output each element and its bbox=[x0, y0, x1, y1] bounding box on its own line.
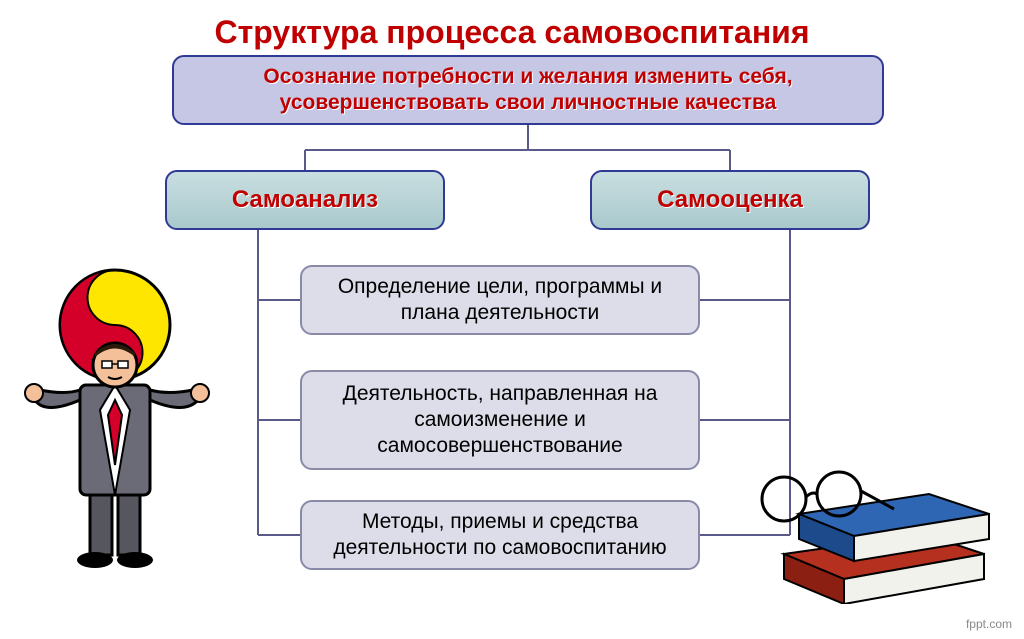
person-illustration bbox=[20, 265, 220, 575]
step-node-3: Методы, приемы и средства деятельности п… bbox=[300, 500, 700, 570]
branch-right: Самооценка bbox=[590, 170, 870, 230]
books-illustration bbox=[744, 414, 1004, 604]
branch-left: Самоанализ bbox=[165, 170, 445, 230]
step-node-2: Деятельность, направленная на самоизмене… bbox=[300, 370, 700, 470]
step-node-1: Определение цели, программы и плана деят… bbox=[300, 265, 700, 335]
root-node: Осознание потребности и желания изменить… bbox=[172, 55, 884, 125]
page-title: Структура процесса самовоспитания bbox=[0, 0, 1024, 51]
footer-credit: fppt.com bbox=[966, 617, 1012, 631]
